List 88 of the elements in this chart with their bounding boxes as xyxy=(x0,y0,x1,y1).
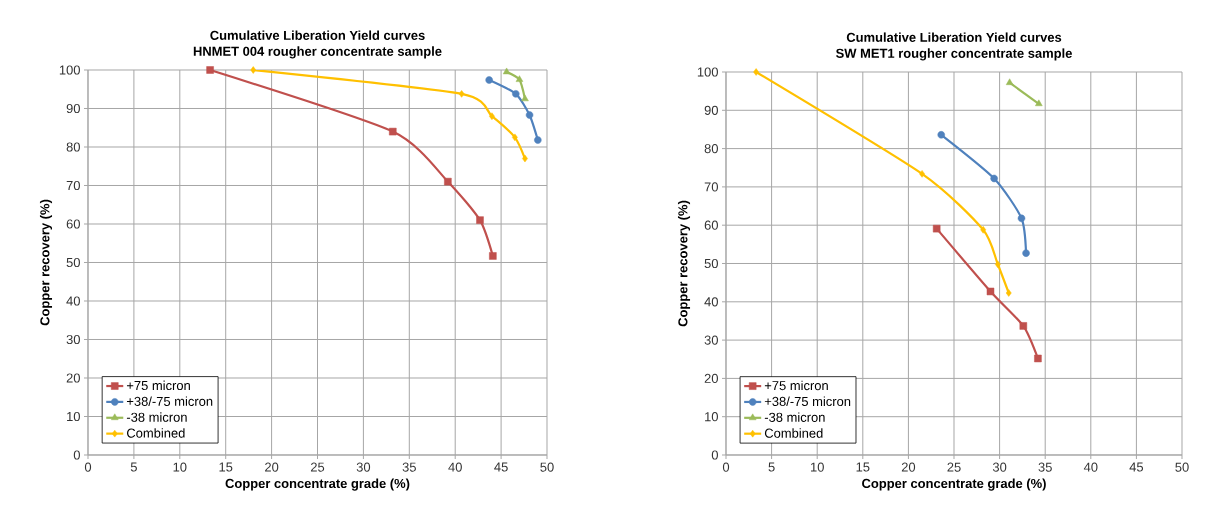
point xyxy=(525,111,534,119)
point xyxy=(986,287,995,296)
chart-subtitle: SW MET1 rougher concentrate sample xyxy=(835,48,1072,61)
x-tick-label: 10 xyxy=(173,462,187,472)
legend-label: +75 micron xyxy=(126,380,190,391)
x-tick-label: 0 xyxy=(722,462,730,472)
point xyxy=(489,252,497,260)
point xyxy=(512,90,520,98)
point xyxy=(932,224,941,233)
legend-label: +38/-75 micron xyxy=(764,396,851,407)
x-tick-label: 5 xyxy=(130,462,137,472)
y-tick-label: 90 xyxy=(66,103,80,114)
x-tick-label: 20 xyxy=(265,462,279,472)
point xyxy=(994,260,1001,268)
point xyxy=(206,66,214,74)
x-tick-label: 5 xyxy=(768,462,775,472)
point xyxy=(1005,289,1012,297)
point xyxy=(515,75,524,82)
y-tick-label: 50 xyxy=(704,258,718,269)
x-tick-label: 15 xyxy=(856,462,870,472)
y-tick-label: 40 xyxy=(66,296,80,306)
y-tick-label: 70 xyxy=(66,180,80,191)
point xyxy=(919,170,925,178)
x-tick-label: 15 xyxy=(219,462,233,472)
y-tick-label: 70 xyxy=(704,182,718,192)
y-axis-title: Copper recovery (%) xyxy=(39,199,53,326)
point xyxy=(534,136,542,144)
x-tick-label: 20 xyxy=(901,462,916,472)
x-tick-label: 35 xyxy=(1038,462,1052,472)
point xyxy=(990,174,998,183)
point xyxy=(502,67,511,75)
chart-title: Cumulative Liberation Yield curves xyxy=(210,30,425,40)
point xyxy=(444,177,452,186)
y-axis-title: Copper recovery (%) xyxy=(677,200,691,327)
x-tick-label: 50 xyxy=(540,462,554,472)
x-tick-label: 30 xyxy=(356,462,371,472)
point xyxy=(389,127,397,136)
x-tick-label: 35 xyxy=(402,462,416,472)
y-tick-label: 30 xyxy=(704,335,718,345)
y-tick-label: 50 xyxy=(66,257,80,268)
point xyxy=(1017,214,1026,223)
y-tick-label: 100 xyxy=(59,65,80,75)
x-axis-title: Copper concentrate grade (%) xyxy=(225,478,410,491)
legend-label: -38 micron xyxy=(126,412,187,422)
y-tick-label: 60 xyxy=(66,219,80,229)
point xyxy=(250,66,257,74)
y-tick-label: 80 xyxy=(704,144,718,154)
legend-label: Combined xyxy=(764,428,823,438)
y-tick-label: 30 xyxy=(66,334,80,345)
point xyxy=(753,68,759,76)
point xyxy=(1034,354,1042,363)
point xyxy=(937,131,945,139)
y-tick-label: 40 xyxy=(704,297,718,307)
y-tick-label: 20 xyxy=(704,373,718,383)
x-axis-title: Copper concentrate grade (%) xyxy=(862,478,1046,491)
point xyxy=(476,216,484,224)
legend-label: Combined xyxy=(127,428,185,438)
chart-subtitle: HNMET 004 rougher concentrate sample xyxy=(193,46,442,59)
point xyxy=(521,94,529,102)
y-tick-label: 10 xyxy=(67,411,80,422)
y-tick-label: 20 xyxy=(66,373,80,383)
x-tick-label: 0 xyxy=(84,462,92,472)
y-tick-label: 100 xyxy=(697,67,718,77)
legend-label: +38/-75 micron xyxy=(126,396,213,406)
x-tick-label: 30 xyxy=(992,462,1007,472)
y-tick-label: 10 xyxy=(705,412,718,422)
legend-label: -38 micron xyxy=(764,412,825,422)
x-tick-label: 40 xyxy=(448,462,462,472)
y-tick-label: 60 xyxy=(704,220,718,230)
y-tick-label: 80 xyxy=(66,142,80,152)
point xyxy=(458,90,465,98)
chart-title: Cumulative Liberation Yield curves xyxy=(846,32,1062,42)
point xyxy=(485,76,493,84)
x-tick-label: 45 xyxy=(494,462,508,472)
point xyxy=(1019,322,1028,330)
y-tick-label: 90 xyxy=(704,105,718,115)
y-tick-label: 0 xyxy=(73,450,80,460)
x-tick-label: 50 xyxy=(1175,462,1189,472)
x-tick-label: 25 xyxy=(947,462,961,472)
point xyxy=(489,112,495,120)
x-tick-label: 40 xyxy=(1083,462,1098,472)
x-tick-label: 10 xyxy=(810,462,824,472)
x-tick-label: 45 xyxy=(1129,462,1144,472)
legend-label: +75 micron xyxy=(764,380,828,391)
x-tick-label: 25 xyxy=(310,462,325,472)
point xyxy=(980,226,987,234)
point xyxy=(1022,249,1030,257)
y-tick-label: 0 xyxy=(711,450,718,460)
